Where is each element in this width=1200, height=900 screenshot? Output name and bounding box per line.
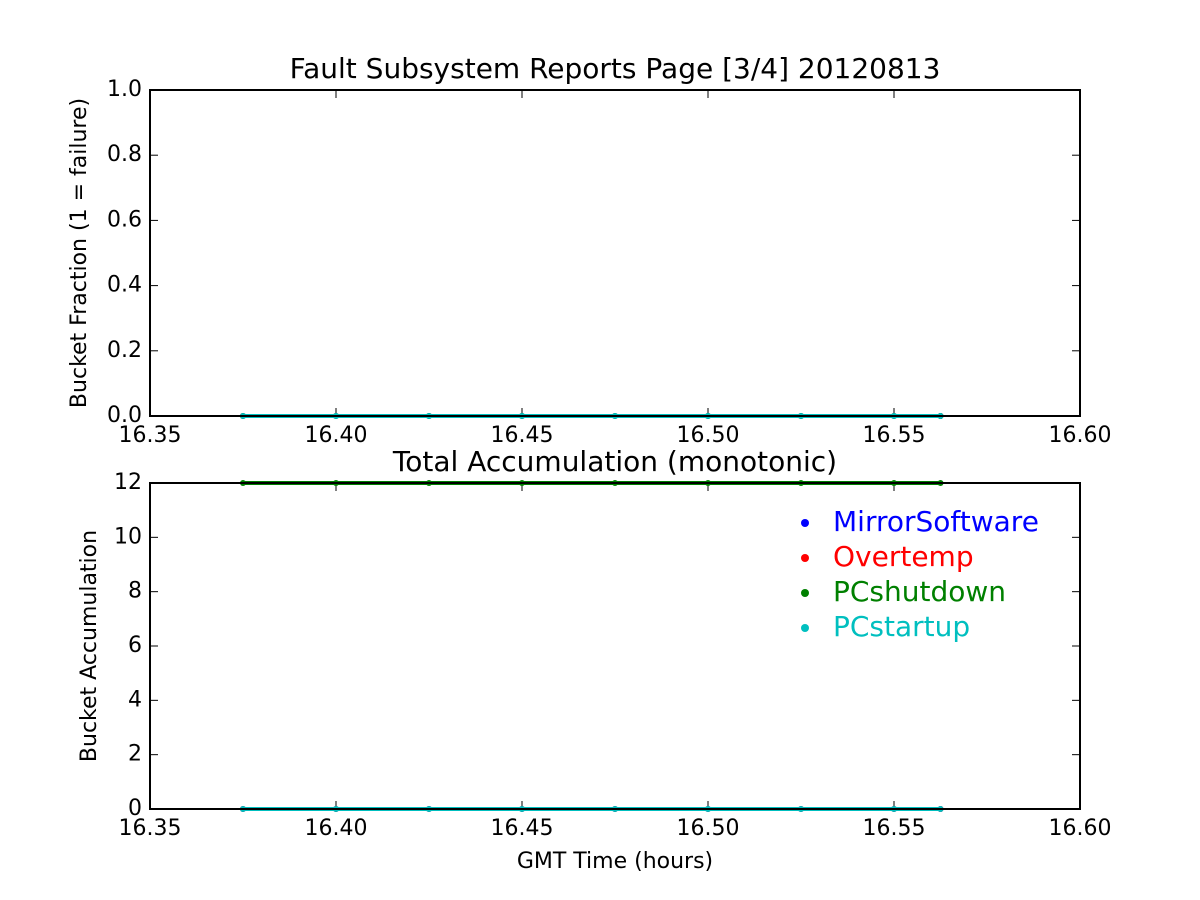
y-tick-label: 0 — [128, 796, 142, 821]
x-tick-label: 16.35 — [119, 816, 182, 841]
x-tick-label: 16.50 — [677, 423, 740, 448]
y-tick-label: 10 — [114, 524, 142, 549]
legend-label: Overtemp — [833, 540, 974, 573]
legend-marker — [801, 624, 809, 632]
y-tick-label: 0.8 — [107, 142, 142, 167]
x-tick-label: 16.55 — [863, 423, 926, 448]
x-tick-label: 16.35 — [119, 423, 182, 448]
x-tick-label: 16.60 — [1049, 816, 1112, 841]
x-tick-label: 16.50 — [677, 816, 740, 841]
x-axis-label: GMT Time (hours) — [517, 849, 713, 874]
chart-title: Total Accumulation (monotonic) — [392, 445, 837, 478]
plot-frame — [149, 89, 1081, 417]
x-tick-label: 16.45 — [491, 816, 554, 841]
y-tick-label: 6 — [128, 633, 142, 658]
plot-frame — [149, 482, 1081, 810]
y-tick-label: 12 — [114, 470, 142, 495]
legend-label: PCstartup — [833, 610, 970, 643]
y-tick-label: 4 — [128, 687, 142, 712]
y-tick-label: 0.0 — [107, 403, 142, 428]
legend-marker — [801, 589, 809, 597]
y-axis-label: Bucket Accumulation — [77, 530, 102, 762]
x-tick-label: 16.55 — [863, 816, 926, 841]
y-tick-label: 0.6 — [107, 207, 142, 232]
legend-marker — [801, 519, 809, 527]
y-axis-label: Bucket Fraction (1 = failure) — [67, 98, 92, 408]
x-tick-label: 16.60 — [1049, 423, 1112, 448]
legend-marker — [801, 554, 809, 562]
x-tick-label: 16.40 — [305, 816, 368, 841]
x-tick-label: 16.45 — [491, 423, 554, 448]
x-tick-label: 16.40 — [305, 423, 368, 448]
y-tick-label: 0.4 — [107, 273, 142, 298]
y-tick-label: 0.2 — [107, 338, 142, 363]
y-tick-label: 1.0 — [107, 77, 142, 102]
y-tick-label: 2 — [128, 742, 142, 767]
y-tick-label: 8 — [128, 579, 142, 604]
legend-label: PCshutdown — [833, 575, 1006, 608]
legend-label: MirrorSoftware — [833, 505, 1039, 538]
chart-title: Fault Subsystem Reports Page [3/4] 20120… — [290, 52, 941, 85]
